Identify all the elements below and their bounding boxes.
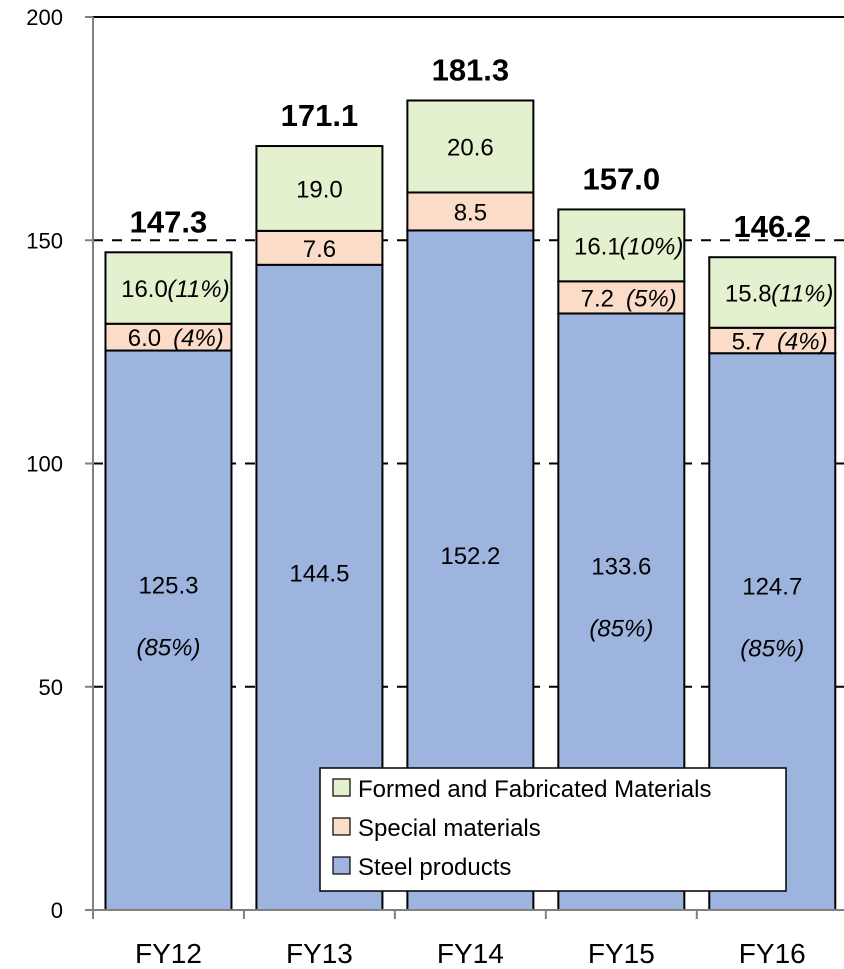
legend-entry-label: Special materials — [358, 815, 541, 842]
segment-value-label: 16.0 — [121, 276, 168, 303]
segment-value-label: 124.7 — [742, 574, 802, 601]
segment-share-label: (10%) — [619, 233, 683, 260]
segment-share-label: (4%) — [777, 328, 828, 355]
bar-segment — [255, 145, 384, 232]
y-tick-label: 150 — [26, 228, 63, 253]
bar-segment — [557, 280, 686, 315]
total-label: 171.1 — [281, 98, 359, 133]
bar-segment — [557, 208, 686, 283]
x-tick-label: FY16 — [739, 938, 806, 969]
segment-share-label: (5%) — [626, 285, 677, 312]
total-label: 147.3 — [130, 204, 208, 239]
x-tick-label: FY14 — [437, 938, 504, 969]
bar-segment — [406, 99, 535, 194]
segment-value-label: 19.0 — [296, 176, 343, 203]
segment-value-label: 7.6 — [303, 236, 336, 263]
segment-value-label: 15.8 — [725, 280, 772, 307]
segment-value-label: 8.5 — [454, 199, 487, 226]
legend-swatch — [332, 856, 351, 875]
bar-segment — [104, 349, 233, 911]
bar-segment — [104, 322, 233, 352]
segment-value-label: 6.0 — [128, 325, 161, 352]
segment-share-label: (85%) — [136, 634, 200, 661]
y-tick-label: 200 — [26, 5, 63, 30]
x-tick-label: FY13 — [286, 938, 353, 969]
x-tick-label: FY12 — [135, 938, 202, 969]
segment-share-label: (85%) — [589, 616, 653, 643]
y-tick-label: 100 — [26, 452, 63, 477]
legend-swatch — [332, 817, 351, 836]
segment-value-label: 7.2 — [581, 285, 614, 312]
total-label: 181.3 — [432, 52, 510, 87]
segment-share-label: (85%) — [740, 636, 804, 663]
total-label: 157.0 — [583, 161, 661, 196]
segment-value-label: 5.7 — [732, 328, 765, 355]
total-label: 146.2 — [733, 209, 811, 244]
bar-segment — [406, 191, 535, 232]
segment-share-label: (11%) — [771, 280, 833, 307]
segment-value-label: 152.2 — [440, 543, 500, 570]
legend-swatch — [332, 778, 351, 797]
bar-segment — [708, 326, 837, 355]
segment-share-label: (4%) — [173, 325, 224, 352]
bar-segment — [708, 256, 837, 329]
segment-value-label: 16.1 — [574, 233, 621, 260]
legend: Formed and Fabricated Materials Special m… — [319, 767, 787, 892]
bar-segment — [255, 229, 384, 266]
legend-entry-label: Formed and Fabricated Materials — [358, 776, 711, 803]
segment-value-label: 20.6 — [447, 134, 494, 161]
y-tick-label: 0 — [51, 898, 63, 923]
legend-box — [319, 767, 787, 892]
axes: 0 50 100 150 200 FY12 FY13 FY14 FY15 FY16 — [26, 5, 844, 969]
legend-entry-label: Steel products — [358, 854, 511, 881]
x-tick-label: FY15 — [588, 938, 655, 969]
segment-value-label: 133.6 — [591, 554, 651, 581]
bar-segment — [104, 251, 233, 325]
y-tick-label: 50 — [39, 675, 63, 700]
segment-value-label: 144.5 — [289, 560, 349, 587]
gridlines — [93, 16, 844, 688]
data-labels: 125.3 (85%) 144.5 152.2 133.6 (85%) 124.7 (85%)… — [121, 52, 833, 662]
segment-value-label: 125.3 — [138, 572, 198, 599]
segment-share-label: (11%) — [167, 276, 229, 303]
